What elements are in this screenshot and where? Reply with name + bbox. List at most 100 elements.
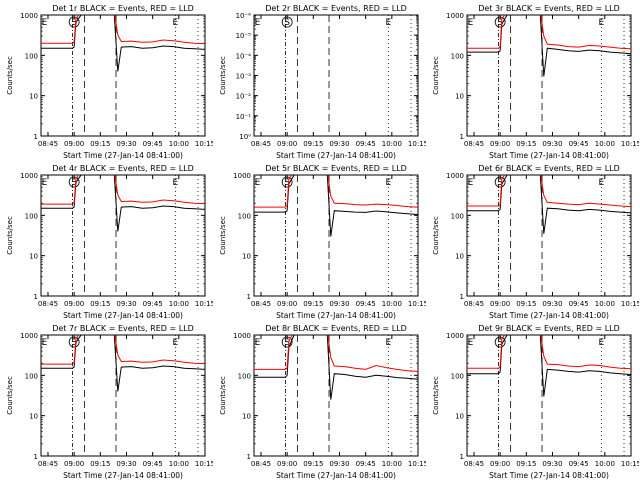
y-tick-label: 1 — [460, 133, 464, 141]
panel-title: Det 4r BLACK = Events, RED = LLD — [52, 164, 194, 173]
saa-marker: S — [497, 18, 503, 28]
y-tick-label: 10⁻⁶ — [236, 12, 252, 20]
eclipse-marker: E — [172, 18, 178, 28]
y-tick-label: 10⁻⁵ — [236, 32, 252, 40]
x-tick-label: 09:00 — [490, 460, 510, 468]
x-tick-label: 09:45 — [356, 460, 376, 468]
events-series-line — [467, 335, 631, 397]
lld-series-line — [41, 175, 205, 205]
plot-frame — [40, 14, 206, 137]
x-tick-label: 10:00 — [169, 140, 189, 148]
eclipse-marker: E — [468, 18, 474, 28]
x-tick-label: 09:15 — [90, 140, 110, 148]
x-tick-label: 10:15 — [621, 460, 639, 468]
detector-panel-8: Det 8r BLACK = Events, RED = LLD Counts/s… — [219, 324, 426, 480]
saa-marker-circle — [281, 336, 293, 348]
plot-frame — [466, 334, 632, 457]
y-tick-label: 1000 — [20, 172, 38, 180]
x-tick-label: 08:45 — [38, 460, 58, 468]
y-tick-label: 1 — [247, 453, 251, 461]
eclipse-marker: E — [385, 338, 391, 348]
x-axis-label: Start Time (27-Jan-14 08:41:00) — [489, 471, 609, 480]
x-axis-label: Start Time (27-Jan-14 08:41:00) — [63, 471, 183, 480]
y-tick-label: 10 — [29, 253, 38, 261]
plot-frame — [253, 174, 419, 297]
x-tick-label: 08:45 — [38, 140, 58, 148]
panel-title: Det 9r BLACK = Events, RED = LLD — [478, 324, 620, 333]
detector-panel-4: Det 4r BLACK = Events, RED = LLD Counts/s… — [6, 164, 213, 320]
y-tick-label: 1000 — [233, 332, 251, 340]
y-tick-label: 100 — [238, 212, 251, 220]
eclipse-marker: E — [42, 18, 48, 28]
y-axis-label: Counts/sec — [432, 56, 440, 95]
x-tick-label: 09:45 — [569, 300, 589, 308]
y-tick-label: 100 — [451, 52, 464, 60]
x-tick-label: 09:45 — [569, 140, 589, 148]
y-tick-label: 10 — [29, 93, 38, 101]
x-axis-label: Start Time (27-Jan-14 08:41:00) — [276, 311, 396, 320]
x-axis-label: Start Time (27-Jan-14 08:41:00) — [276, 471, 396, 480]
x-tick-label: 08:45 — [464, 300, 484, 308]
x-tick-label: 09:45 — [143, 140, 163, 148]
eclipse-marker: E — [385, 18, 391, 28]
saa-marker-circle — [281, 176, 293, 188]
y-tick-label: 10 — [455, 253, 464, 261]
x-tick-label: 10:15 — [408, 140, 426, 148]
x-tick-label: 10:00 — [382, 460, 402, 468]
eclipse-marker: E — [172, 338, 178, 348]
y-tick-label: 10 — [242, 413, 251, 421]
x-tick-label: 10:00 — [169, 300, 189, 308]
x-axis-label: Start Time (27-Jan-14 08:41:00) — [63, 151, 183, 160]
detector-panel-3: Det 3r BLACK = Events, RED = LLD Counts/s… — [432, 4, 639, 160]
x-tick-label: 09:00 — [64, 460, 84, 468]
y-axis-label: Counts/sec — [6, 216, 14, 255]
y-tick-label: 1 — [460, 293, 464, 301]
x-tick-label: 09:15 — [516, 300, 536, 308]
x-tick-label: 10:15 — [408, 460, 426, 468]
eclipse-marker: E — [598, 18, 604, 28]
events-series-line — [467, 15, 631, 77]
y-tick-label: 100 — [451, 212, 464, 220]
saa-marker-circle — [68, 336, 80, 348]
saa-marker: S — [71, 178, 77, 188]
eclipse-marker: E — [598, 178, 604, 188]
x-tick-label: 09:15 — [516, 460, 536, 468]
x-tick-label: 09:45 — [143, 460, 163, 468]
y-tick-label: 1 — [34, 453, 38, 461]
saa-marker: S — [71, 338, 77, 348]
detector-panel-1: Det 1r BLACK = Events, RED = LLD Counts/s… — [6, 4, 213, 160]
x-tick-label: 09:00 — [64, 300, 84, 308]
x-tick-label: 09:15 — [90, 460, 110, 468]
lld-series-line — [254, 335, 418, 372]
panel-title: Det 3r BLACK = Events, RED = LLD — [478, 4, 620, 13]
y-tick-label: 100 — [25, 372, 38, 380]
x-tick-label: 10:15 — [621, 300, 639, 308]
x-tick-label: 09:45 — [356, 300, 376, 308]
x-tick-label: 09:15 — [90, 300, 110, 308]
saa-marker: S — [71, 18, 77, 28]
y-tick-label: 10⁻¹ — [236, 113, 252, 121]
y-tick-label: 10⁻² — [236, 93, 252, 101]
events-series-line — [41, 335, 205, 392]
y-axis-label: Counts/sec — [219, 376, 227, 415]
y-tick-label: 1 — [460, 453, 464, 461]
panel-title: Det 8r BLACK = Events, RED = LLD — [265, 324, 407, 333]
x-tick-label: 09:00 — [490, 140, 510, 148]
x-tick-label: 09:15 — [303, 140, 323, 148]
saa-marker-circle — [281, 16, 293, 28]
y-tick-label: 10⁻³ — [236, 73, 252, 81]
saa-marker: S — [497, 178, 503, 188]
y-axis-label: Counts/sec — [432, 376, 440, 415]
y-axis-label: Counts/sec — [432, 216, 440, 255]
saa-marker: S — [284, 18, 290, 28]
x-tick-label: 10:15 — [408, 300, 426, 308]
x-tick-label: 09:30 — [329, 140, 349, 148]
plot-frame — [40, 174, 206, 297]
x-tick-label: 10:00 — [595, 140, 615, 148]
detector-panel-5: Det 5r BLACK = Events, RED = LLD Counts/s… — [219, 164, 426, 320]
y-tick-label: 1000 — [233, 172, 251, 180]
panel-title: Det 7r BLACK = Events, RED = LLD — [52, 324, 194, 333]
panel-title: Det 2r BLACK = Events, RED = LLD — [265, 4, 407, 13]
y-tick-label: 1 — [247, 293, 251, 301]
